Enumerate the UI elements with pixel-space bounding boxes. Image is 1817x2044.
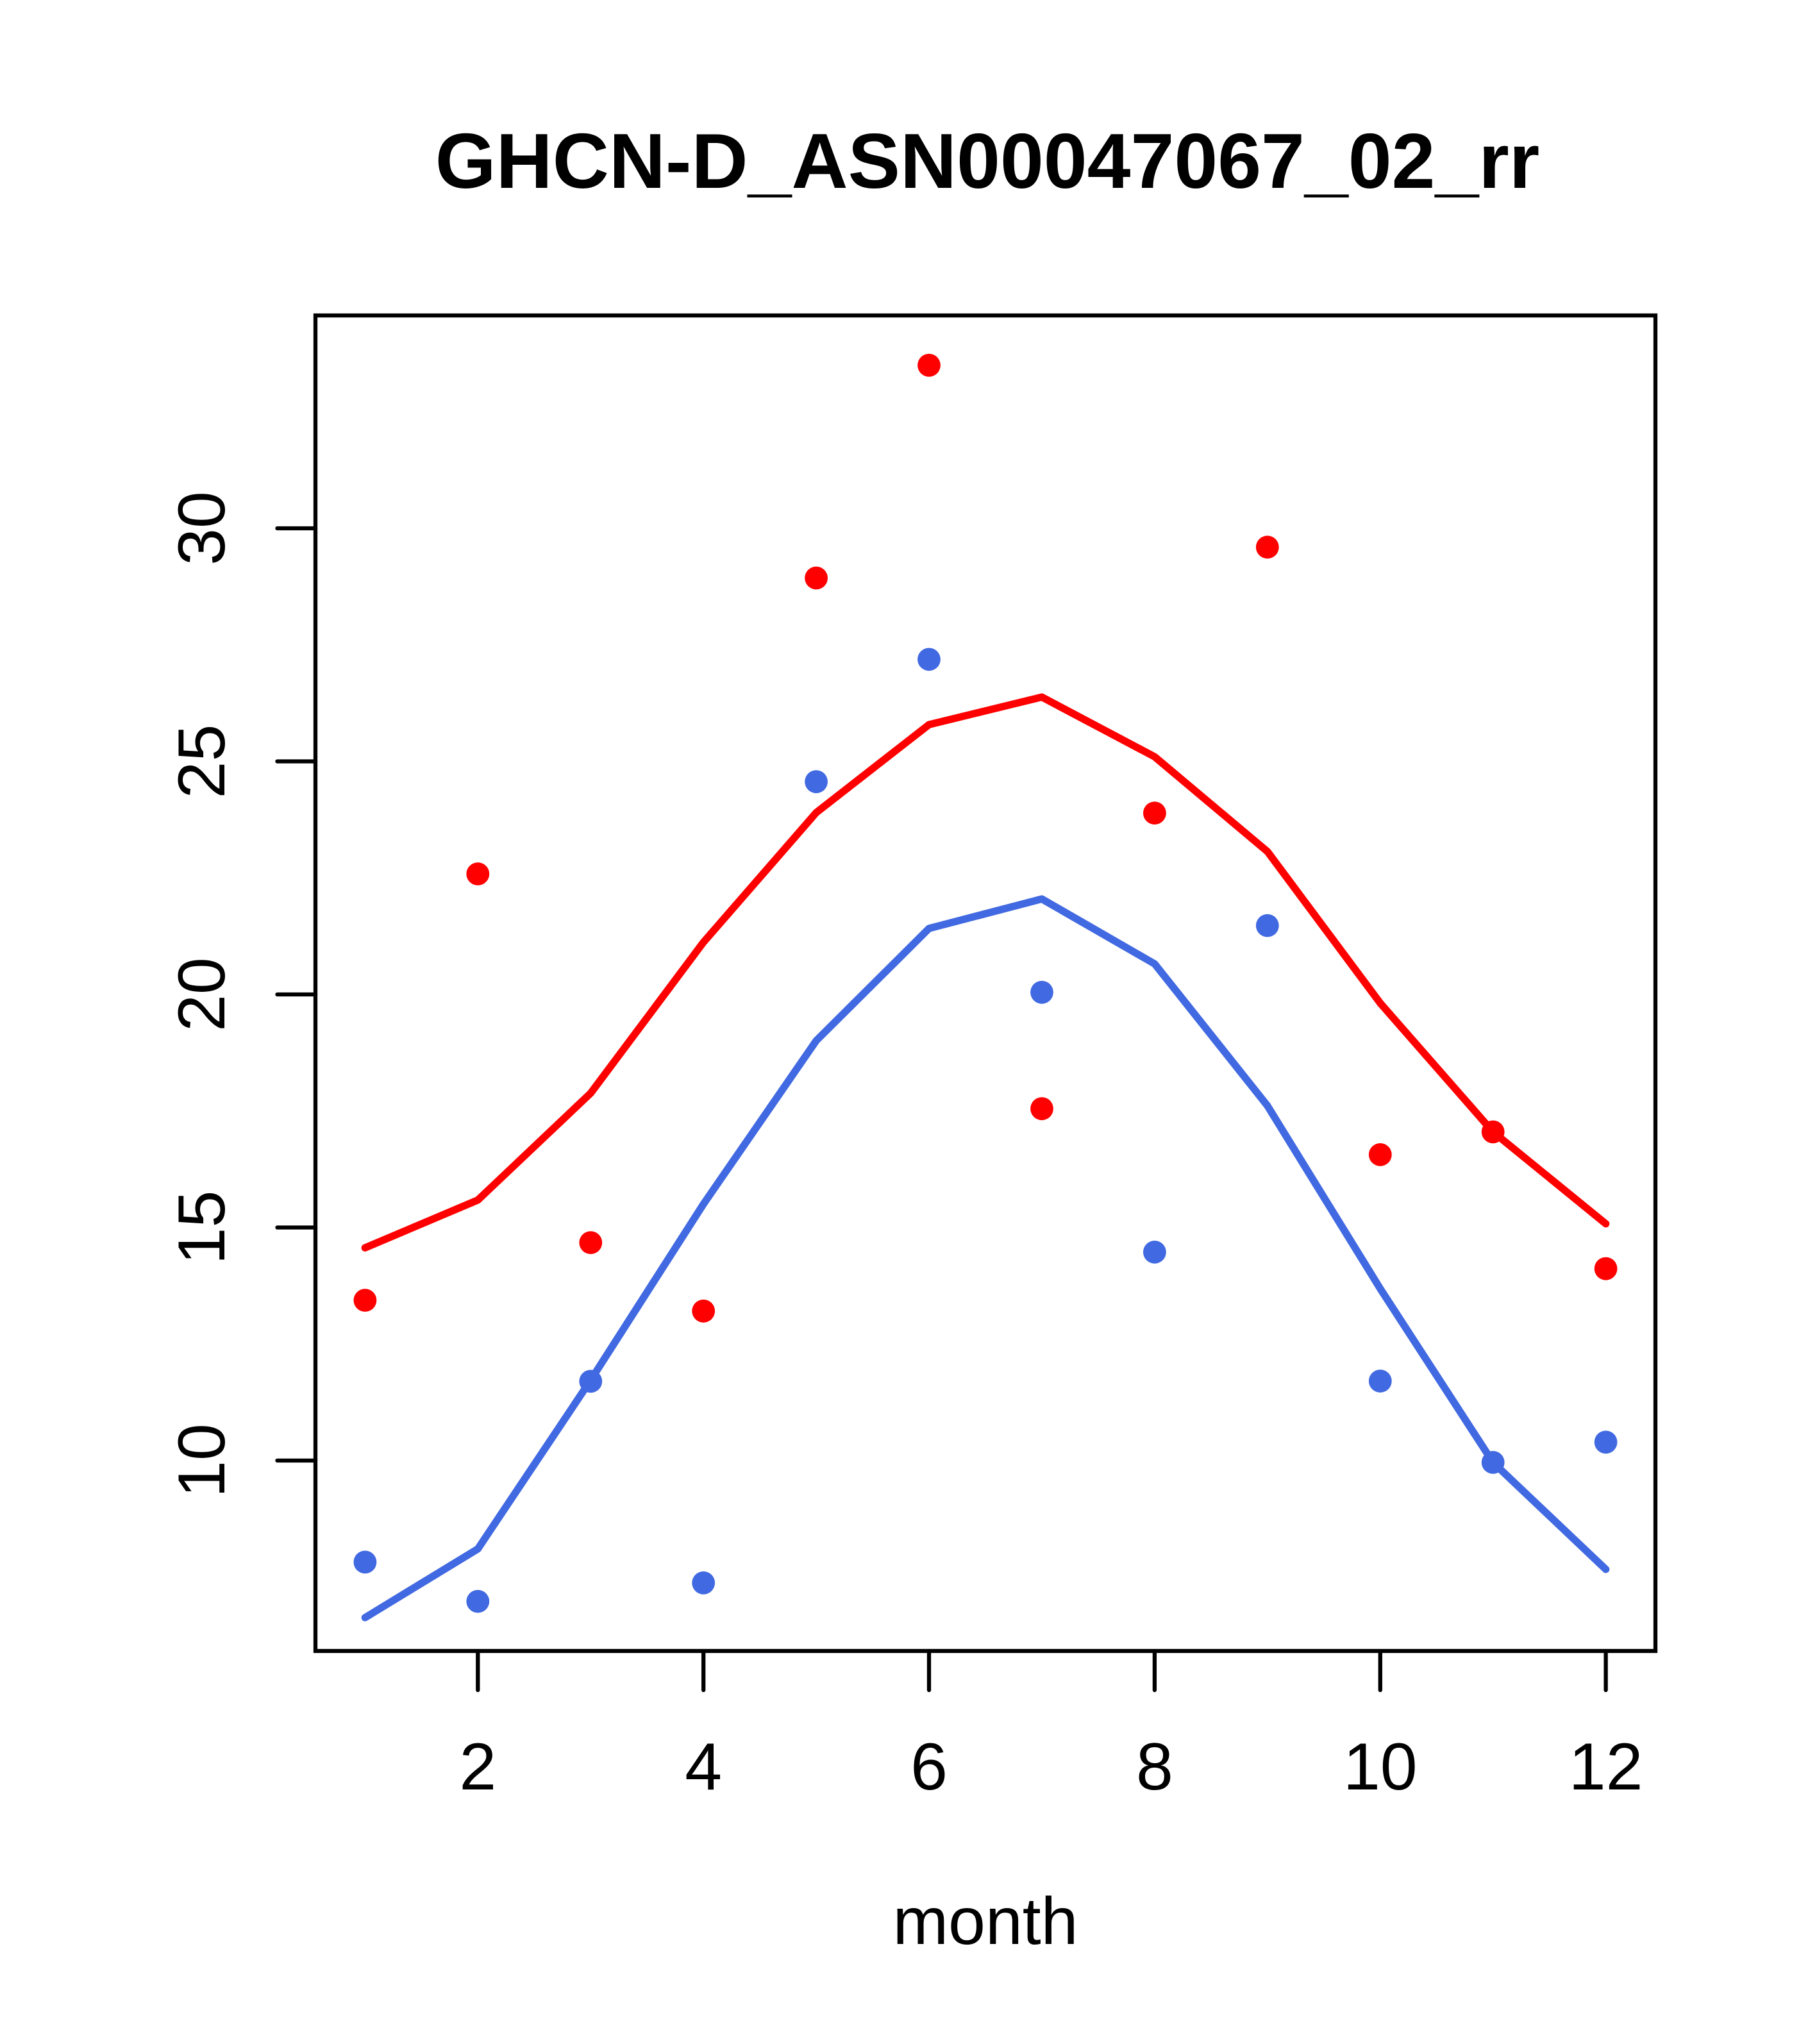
svg-text:8: 8 (1136, 1730, 1173, 1804)
svg-text:25: 25 (165, 725, 239, 799)
svg-text:12: 12 (1569, 1730, 1643, 1804)
svg-text:2: 2 (459, 1730, 496, 1804)
svg-text:6: 6 (910, 1730, 948, 1804)
svg-text:10: 10 (1343, 1730, 1418, 1804)
svg-text:30: 30 (165, 491, 239, 565)
svg-text:month: month (892, 1884, 1078, 1959)
svg-text:4: 4 (685, 1730, 722, 1804)
svg-text:10: 10 (165, 1423, 239, 1498)
svg-text:GHCN-D_ASN00047067_02_rr: GHCN-D_ASN00047067_02_rr (435, 117, 1540, 205)
svg-text:20: 20 (165, 957, 239, 1032)
svg-text:15: 15 (165, 1191, 239, 1265)
